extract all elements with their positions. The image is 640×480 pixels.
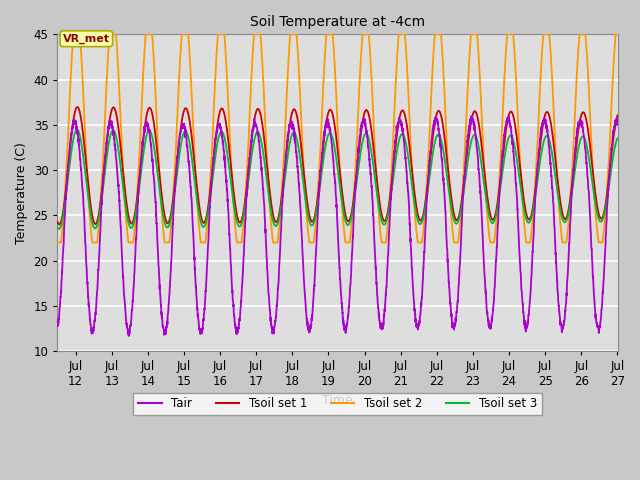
Title: Soil Temperature at -4cm: Soil Temperature at -4cm xyxy=(250,15,425,29)
Tair xyxy=(151,189,159,195)
Tsoil set 2 xyxy=(118,139,125,144)
Tsoil set 3 xyxy=(151,150,159,156)
X-axis label: Time: Time xyxy=(322,394,353,407)
Tsoil set 3 xyxy=(293,136,301,142)
Tsoil set 1 xyxy=(543,109,550,115)
Tsoil set 2 xyxy=(54,240,61,245)
Tsoil set 2 xyxy=(543,32,550,37)
Tair xyxy=(603,208,611,214)
Tsoil set 2 xyxy=(70,32,77,37)
Tair xyxy=(504,113,512,119)
Tsoil set 3 xyxy=(543,133,550,139)
Tsoil set 1 xyxy=(293,113,301,119)
Tsoil set 3 xyxy=(54,225,61,230)
Tsoil set 2 xyxy=(151,74,159,80)
Tsoil set 3 xyxy=(614,135,621,141)
Tair xyxy=(293,155,301,160)
Tsoil set 2 xyxy=(269,234,276,240)
Tsoil set 2 xyxy=(603,192,611,198)
Tsoil set 3 xyxy=(603,198,611,204)
Line: Tsoil set 1: Tsoil set 1 xyxy=(58,107,618,225)
Tsoil set 2 xyxy=(293,33,301,38)
Tsoil set 3 xyxy=(55,226,63,232)
Tsoil set 1 xyxy=(56,222,63,228)
Line: Tsoil set 2: Tsoil set 2 xyxy=(58,35,618,242)
Tsoil set 3 xyxy=(269,216,276,222)
Tsoil set 1 xyxy=(614,112,621,118)
Tsoil set 2 xyxy=(614,32,621,37)
Tair xyxy=(614,120,621,126)
Tsoil set 1 xyxy=(118,155,125,160)
Tair xyxy=(125,333,132,339)
Line: Tair: Tair xyxy=(58,116,618,336)
Tsoil set 1 xyxy=(54,219,61,225)
Tsoil set 1 xyxy=(74,104,81,110)
Y-axis label: Temperature (C): Temperature (C) xyxy=(15,142,28,244)
Tsoil set 1 xyxy=(151,128,159,134)
Tsoil set 3 xyxy=(73,127,81,132)
Text: VR_met: VR_met xyxy=(63,34,110,44)
Tsoil set 3 xyxy=(118,173,125,179)
Legend: Tair, Tsoil set 1, Tsoil set 2, Tsoil set 3: Tair, Tsoil set 1, Tsoil set 2, Tsoil se… xyxy=(133,393,541,415)
Tsoil set 1 xyxy=(269,209,276,215)
Tair xyxy=(54,322,61,327)
Tair xyxy=(118,240,125,245)
Tsoil set 1 xyxy=(603,192,611,198)
Tair xyxy=(269,331,276,336)
Tair xyxy=(543,123,550,129)
Line: Tsoil set 3: Tsoil set 3 xyxy=(58,130,618,229)
